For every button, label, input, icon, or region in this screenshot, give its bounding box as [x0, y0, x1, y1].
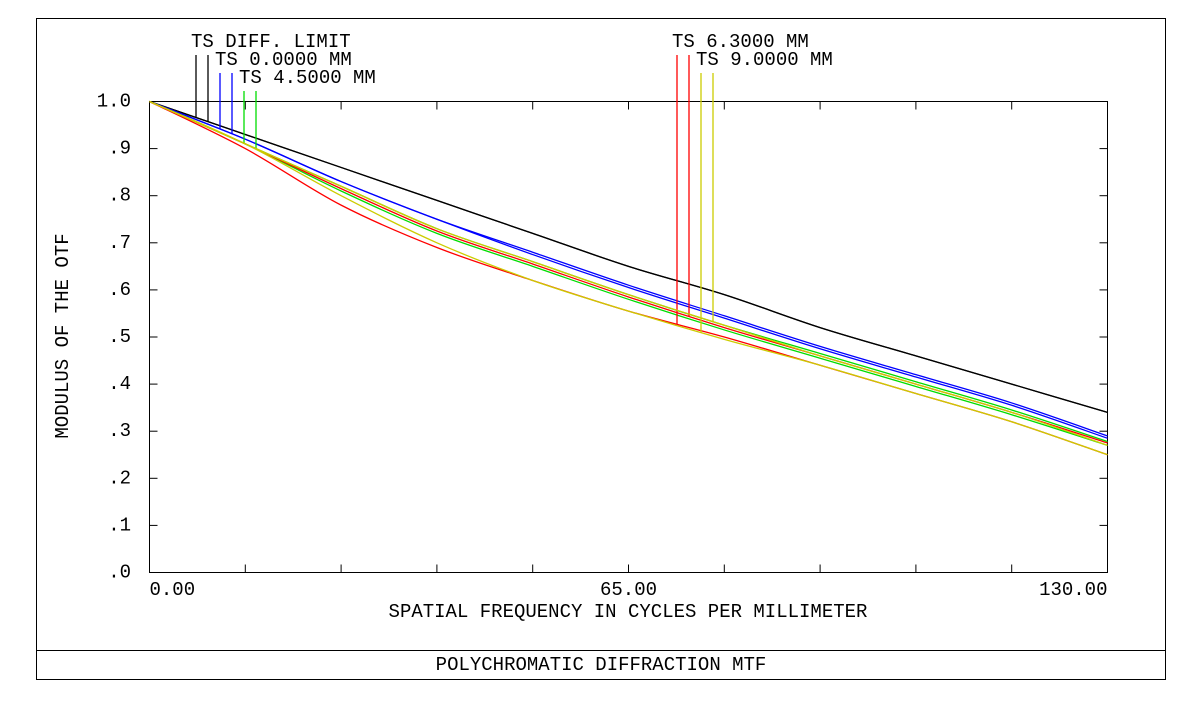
mtf-curve — [149, 100, 1108, 456]
x-tick-label: 0.00 — [150, 579, 196, 601]
mtf-curve — [149, 100, 1108, 439]
y-tick-label: .5 — [108, 326, 131, 348]
x-tick-label: 65.00 — [600, 579, 657, 601]
frame — [36, 18, 1166, 680]
mtf-curve — [149, 100, 1108, 413]
y-tick-label: .2 — [108, 467, 131, 489]
legend-label: TS 0.0000 MM — [215, 49, 352, 71]
y-tick-label: .8 — [108, 185, 131, 207]
y-tick-label: .0 — [108, 562, 131, 584]
y-tick-label: .4 — [108, 373, 131, 395]
y-tick-label: 1.0 — [97, 91, 131, 113]
plot-area — [149, 101, 1108, 573]
legend-label: TS 4.5000 MM — [239, 67, 376, 89]
y-axis-label: MODULUS OF THE OTF — [52, 233, 74, 438]
y-tick-label: .6 — [108, 279, 131, 301]
legend-label: TS 9.0000 MM — [696, 49, 833, 71]
mtf-curve — [149, 100, 1108, 446]
y-tick-label: .3 — [108, 420, 131, 442]
mtf-curve — [149, 100, 1108, 437]
mtf-curve — [149, 100, 1108, 444]
y-tick-label: .7 — [108, 232, 131, 254]
y-tick-label: .1 — [108, 514, 131, 536]
legend-label: TS 6.3000 MM — [672, 31, 809, 53]
mtf-curve — [149, 100, 1108, 446]
y-tick-label: .9 — [108, 138, 131, 160]
legend-label: TS DIFF. LIMIT — [191, 31, 351, 53]
chart-title: POLYCHROMATIC DIFFRACTION MTF — [436, 654, 767, 676]
x-tick-label: 130.00 — [1039, 579, 1107, 601]
mtf-curve — [149, 100, 1108, 413]
mtf-curve — [149, 100, 1108, 456]
x-axis-label: SPATIAL FREQUENCY IN CYCLES PER MILLIMET… — [389, 601, 868, 623]
